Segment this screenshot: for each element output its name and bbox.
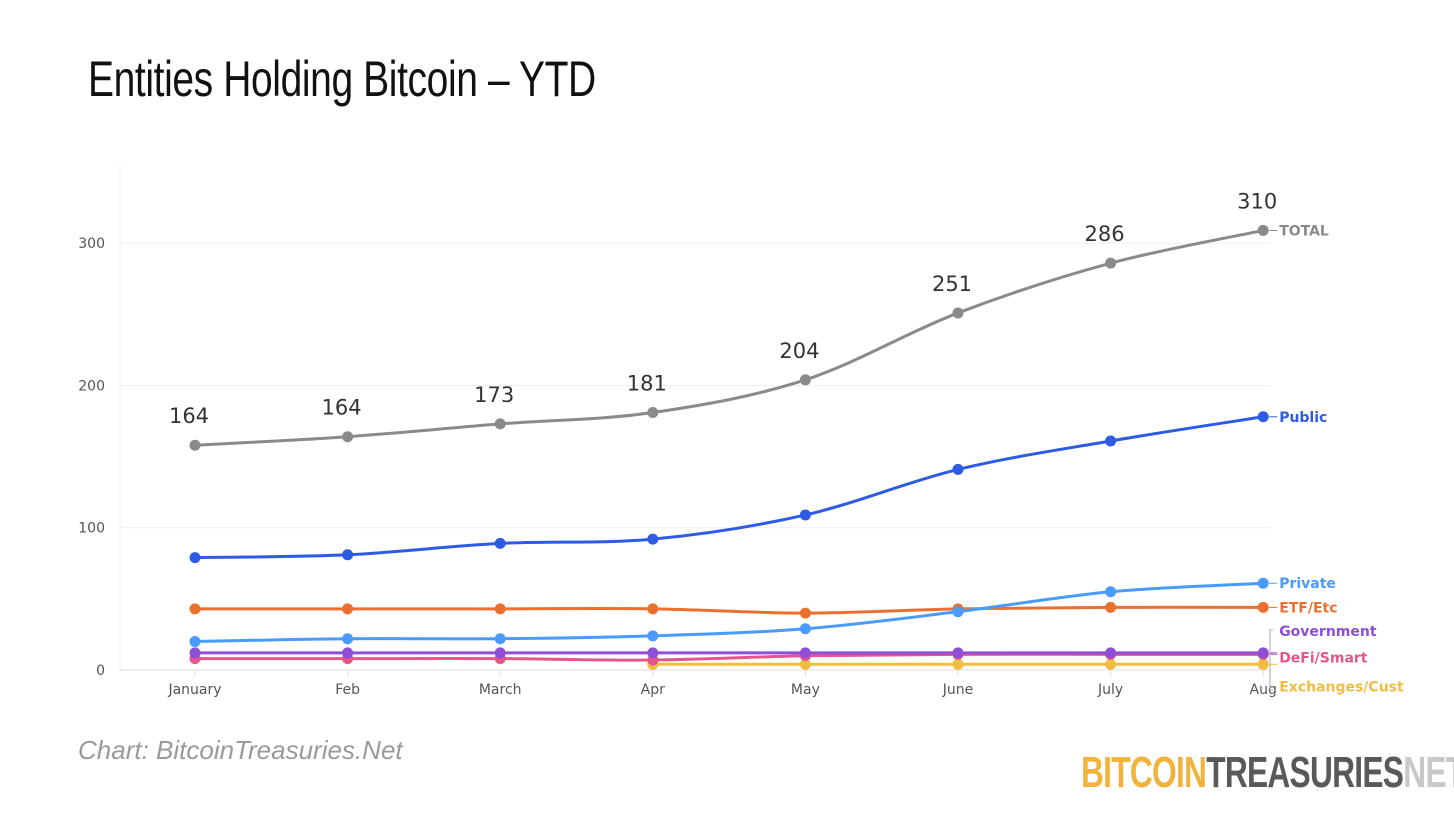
chart-title: Entities Holding Bitcoin – YTD xyxy=(88,51,596,107)
y-tick-label: 100 xyxy=(78,521,105,537)
data-point xyxy=(647,603,659,615)
data-point xyxy=(1105,257,1117,269)
data-point xyxy=(494,418,506,430)
data-label: 181 xyxy=(627,372,667,396)
logo-part-2: TREASURIES xyxy=(1206,748,1404,797)
data-point xyxy=(647,647,659,659)
data-point xyxy=(342,633,354,645)
x-tick-label: Apr xyxy=(641,682,665,698)
series-line-total xyxy=(194,228,1264,447)
logo-part-3: NET xyxy=(1403,748,1454,797)
series-line-defi-smart xyxy=(194,652,1264,662)
series-label: Government xyxy=(1279,624,1377,640)
series-label: Exchanges/Cust xyxy=(1279,679,1404,695)
data-point xyxy=(799,607,811,619)
data-point xyxy=(799,647,811,659)
x-tick-label: July xyxy=(1097,682,1123,698)
y-tick-label: 300 xyxy=(78,236,105,252)
bitcointreasuries-logo: BITCOINTREASURIESNET xyxy=(1081,748,1454,798)
x-tick-label: Feb xyxy=(335,682,360,698)
series-label: ETF/Etc xyxy=(1279,600,1337,616)
data-point xyxy=(342,549,354,561)
data-point xyxy=(494,537,506,549)
data-point xyxy=(647,533,659,545)
data-point xyxy=(1105,601,1117,613)
data-point xyxy=(799,623,811,635)
data-point xyxy=(1257,601,1269,613)
data-point xyxy=(342,603,354,615)
data-point xyxy=(799,374,811,386)
data-label: 286 xyxy=(1085,222,1125,246)
series-label: Private xyxy=(1279,576,1336,592)
data-point xyxy=(1105,586,1117,598)
x-tick-label: March xyxy=(479,682,522,698)
data-label: 164 xyxy=(169,404,209,428)
data-point xyxy=(799,509,811,521)
x-tick-label: January xyxy=(167,682,221,698)
series-label: Public xyxy=(1279,410,1327,426)
data-point xyxy=(647,630,659,642)
data-point xyxy=(189,439,201,451)
chart-source: Chart: BitcoinTreasuries.Net xyxy=(78,735,403,765)
x-tick-label: June xyxy=(942,682,974,698)
y-tick-label: 200 xyxy=(78,378,105,394)
data-point xyxy=(1105,647,1117,659)
data-point xyxy=(1105,658,1117,670)
data-point xyxy=(1257,658,1269,670)
data-point xyxy=(952,463,964,475)
data-point xyxy=(189,603,201,615)
data-point xyxy=(494,603,506,615)
logo-part-1: BITCOIN xyxy=(1081,748,1207,797)
data-label: 164 xyxy=(322,396,362,420)
data-point xyxy=(1257,411,1269,423)
data-point xyxy=(494,633,506,645)
data-point xyxy=(952,307,964,319)
x-tick-label: May xyxy=(791,682,820,698)
data-label: 173 xyxy=(474,383,514,407)
series-line-etf-etc xyxy=(195,605,1264,615)
data-point xyxy=(342,431,354,443)
series-line-private xyxy=(194,581,1264,644)
data-point xyxy=(189,647,201,659)
data-point xyxy=(189,552,201,564)
series-label: TOTAL xyxy=(1279,223,1329,239)
series-line-public xyxy=(194,415,1264,560)
data-point xyxy=(799,658,811,670)
y-tick-label: 0 xyxy=(96,663,105,679)
data-point xyxy=(1105,435,1117,447)
data-label: 204 xyxy=(779,339,819,363)
data-point xyxy=(952,658,964,670)
label-bracket xyxy=(1269,629,1273,691)
data-label: 251 xyxy=(932,272,972,296)
data-point xyxy=(952,606,964,618)
data-point xyxy=(1257,647,1269,659)
data-point xyxy=(647,407,659,419)
data-point xyxy=(342,647,354,659)
data-point xyxy=(1257,577,1269,589)
data-point xyxy=(189,636,201,648)
data-label: 310 xyxy=(1237,189,1277,213)
data-point xyxy=(1257,224,1269,236)
data-point xyxy=(952,647,964,659)
data-point xyxy=(494,647,506,659)
series-label: DeFi/Smart xyxy=(1279,650,1368,666)
